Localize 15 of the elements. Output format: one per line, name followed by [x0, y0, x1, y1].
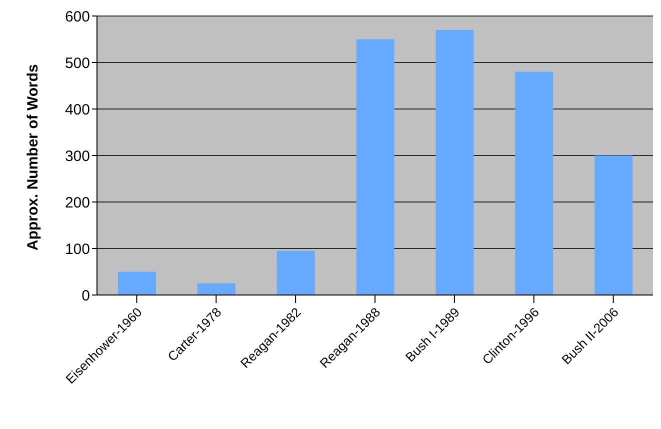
y-tick-label: 200 [64, 194, 90, 212]
bar [436, 30, 474, 295]
y-tick-label: 500 [64, 54, 90, 72]
y-tick-label: 400 [64, 101, 90, 118]
y-tick-label: 600 [64, 8, 90, 26]
bar [515, 72, 554, 295]
bar [197, 283, 236, 295]
bar [356, 39, 394, 295]
y-tick-label: 0 [82, 287, 90, 304]
bar [118, 272, 156, 295]
bar [276, 250, 315, 295]
y-tick-label: 300 [64, 148, 90, 165]
y-axis-title: Approx. Number of Words [24, 64, 42, 250]
bar [594, 156, 633, 295]
y-tick-label: 100 [64, 240, 90, 258]
